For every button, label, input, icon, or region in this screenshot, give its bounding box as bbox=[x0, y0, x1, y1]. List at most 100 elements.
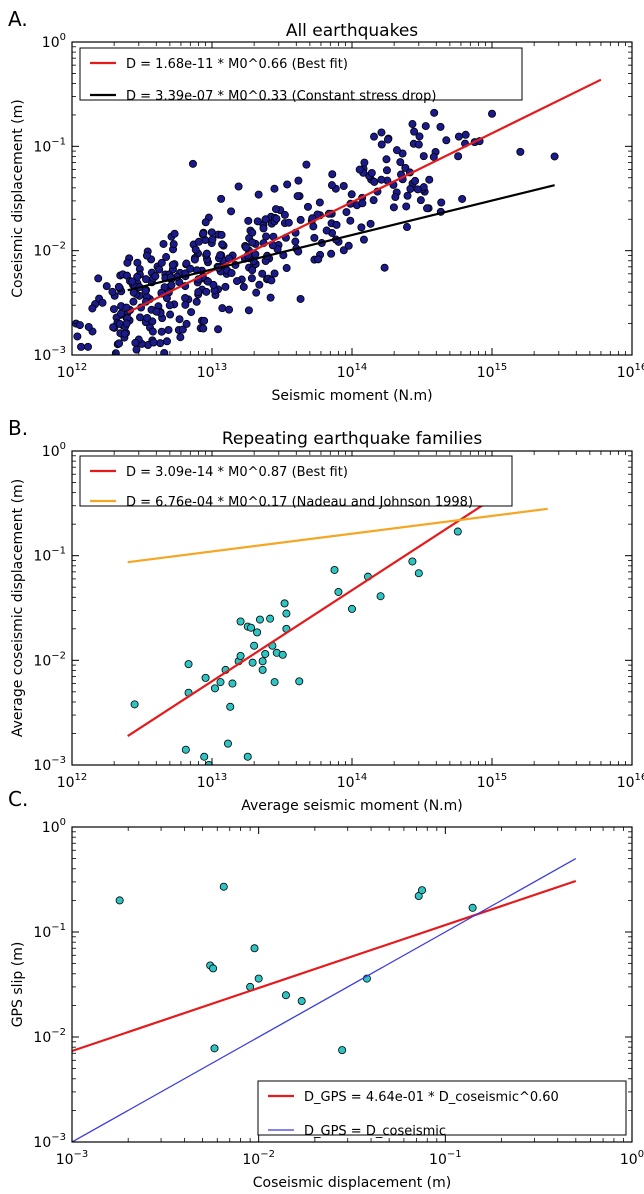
scatter-point bbox=[392, 146, 401, 155]
scatter-point bbox=[228, 679, 237, 688]
scatter-point bbox=[347, 190, 356, 199]
y-tick-label: 10−3 bbox=[33, 1132, 66, 1151]
scatter-point bbox=[255, 280, 264, 289]
data-layer bbox=[72, 858, 577, 1142]
scatter-point bbox=[454, 132, 463, 141]
scatter-point bbox=[200, 752, 209, 761]
scatter-point bbox=[380, 263, 389, 272]
scatter-point bbox=[366, 219, 375, 228]
fit-line-1 bbox=[127, 78, 602, 314]
fit-line-1 bbox=[72, 879, 577, 1053]
panel-label: C. bbox=[8, 787, 28, 811]
scatter-point bbox=[84, 322, 93, 331]
scatter-point bbox=[208, 235, 217, 244]
fit-line-2 bbox=[72, 858, 577, 1142]
scatter-point bbox=[272, 214, 281, 223]
scatter-point bbox=[204, 761, 213, 765]
scatter-point bbox=[270, 678, 279, 687]
scatter-point bbox=[258, 665, 267, 674]
scatter-point bbox=[281, 991, 290, 1000]
scatter-point bbox=[327, 249, 336, 258]
scatter-point bbox=[370, 177, 379, 186]
scatter-point bbox=[402, 202, 411, 211]
scatter-point bbox=[151, 272, 160, 281]
scatter-point bbox=[344, 241, 353, 250]
scatter-point bbox=[114, 282, 123, 291]
scatter-point bbox=[250, 641, 259, 650]
scatter-point bbox=[160, 349, 169, 355]
scatter-point bbox=[73, 332, 82, 341]
scatter-point bbox=[85, 373, 92, 380]
scatter-point bbox=[383, 135, 392, 144]
scatter-point bbox=[377, 140, 386, 149]
scatter-point bbox=[156, 339, 165, 348]
scatter-point bbox=[162, 337, 171, 346]
scatter-point bbox=[152, 307, 161, 316]
scatter-point bbox=[359, 235, 368, 244]
x-axis-label: Seismic moment (N.m) bbox=[271, 388, 432, 404]
scatter-point bbox=[247, 274, 256, 283]
scatter-point bbox=[252, 288, 261, 297]
scatter-point bbox=[248, 238, 257, 247]
scatter-point bbox=[190, 255, 199, 264]
scatter-point bbox=[262, 232, 271, 241]
scatter-point bbox=[77, 342, 86, 351]
scatter-point bbox=[442, 136, 451, 145]
scatter-point bbox=[176, 333, 185, 342]
scatter-point bbox=[209, 964, 218, 973]
scatter-point bbox=[254, 974, 263, 983]
scatter-point bbox=[199, 229, 208, 238]
scatter-point bbox=[175, 315, 184, 324]
scatter-point bbox=[327, 181, 336, 190]
scatter-point bbox=[109, 305, 118, 314]
scatter-point bbox=[248, 228, 257, 237]
scatter-point bbox=[369, 196, 378, 205]
scatter-point bbox=[182, 319, 191, 328]
scatter-point bbox=[111, 349, 120, 355]
scatter-point bbox=[406, 184, 415, 193]
scatter-point bbox=[210, 684, 219, 693]
scatter-point bbox=[166, 310, 175, 319]
scatter-point bbox=[216, 251, 225, 260]
y-tick-label: 10−1 bbox=[33, 136, 66, 155]
scatter-point bbox=[94, 274, 103, 283]
scatter-point bbox=[129, 297, 138, 306]
scatter-point bbox=[165, 301, 174, 310]
scatter-point bbox=[458, 194, 467, 203]
scatter-point bbox=[342, 208, 351, 217]
scatter-point bbox=[255, 615, 264, 624]
scatter-point bbox=[141, 286, 150, 295]
scatter-point bbox=[184, 660, 193, 669]
legend-box bbox=[257, 1080, 627, 1136]
scatter-point bbox=[421, 122, 430, 131]
panel-b: B. Repeating earthquake families 1012 1013 1… bbox=[8, 416, 644, 814]
scatter-point bbox=[200, 316, 209, 325]
scatter-point bbox=[239, 282, 248, 291]
scatter-point bbox=[223, 739, 232, 748]
scatter-point bbox=[133, 272, 142, 281]
scatter-point bbox=[402, 223, 411, 232]
legend-entry: D = 1.68e-11 * M0^0.66 (Best fit) bbox=[126, 57, 348, 72]
scatter-point bbox=[280, 210, 289, 219]
scatter-point bbox=[128, 277, 137, 286]
x-tick-label: 1016 bbox=[617, 362, 644, 381]
scatter-point bbox=[141, 275, 150, 284]
scatter-point bbox=[293, 192, 302, 201]
scatter-point bbox=[291, 237, 300, 246]
scatter-point bbox=[191, 245, 200, 254]
scatter-point bbox=[488, 109, 497, 118]
panel-label: A. bbox=[8, 7, 28, 31]
scatter-point bbox=[192, 297, 201, 306]
scatter-point bbox=[270, 184, 279, 193]
scatter-point bbox=[295, 677, 304, 686]
scatter-point bbox=[131, 338, 140, 347]
scatter-point bbox=[202, 287, 211, 296]
x-tick-label: 1013 bbox=[197, 362, 228, 381]
scatter-point bbox=[425, 175, 434, 184]
scatter-point bbox=[130, 700, 139, 709]
scatter-point bbox=[137, 354, 142, 355]
x-tick-label: 1012 bbox=[57, 362, 88, 381]
y-axis-label: Coseismic displacement (m) bbox=[10, 99, 26, 297]
scatter-point bbox=[258, 269, 267, 278]
scatter-point bbox=[142, 251, 151, 260]
